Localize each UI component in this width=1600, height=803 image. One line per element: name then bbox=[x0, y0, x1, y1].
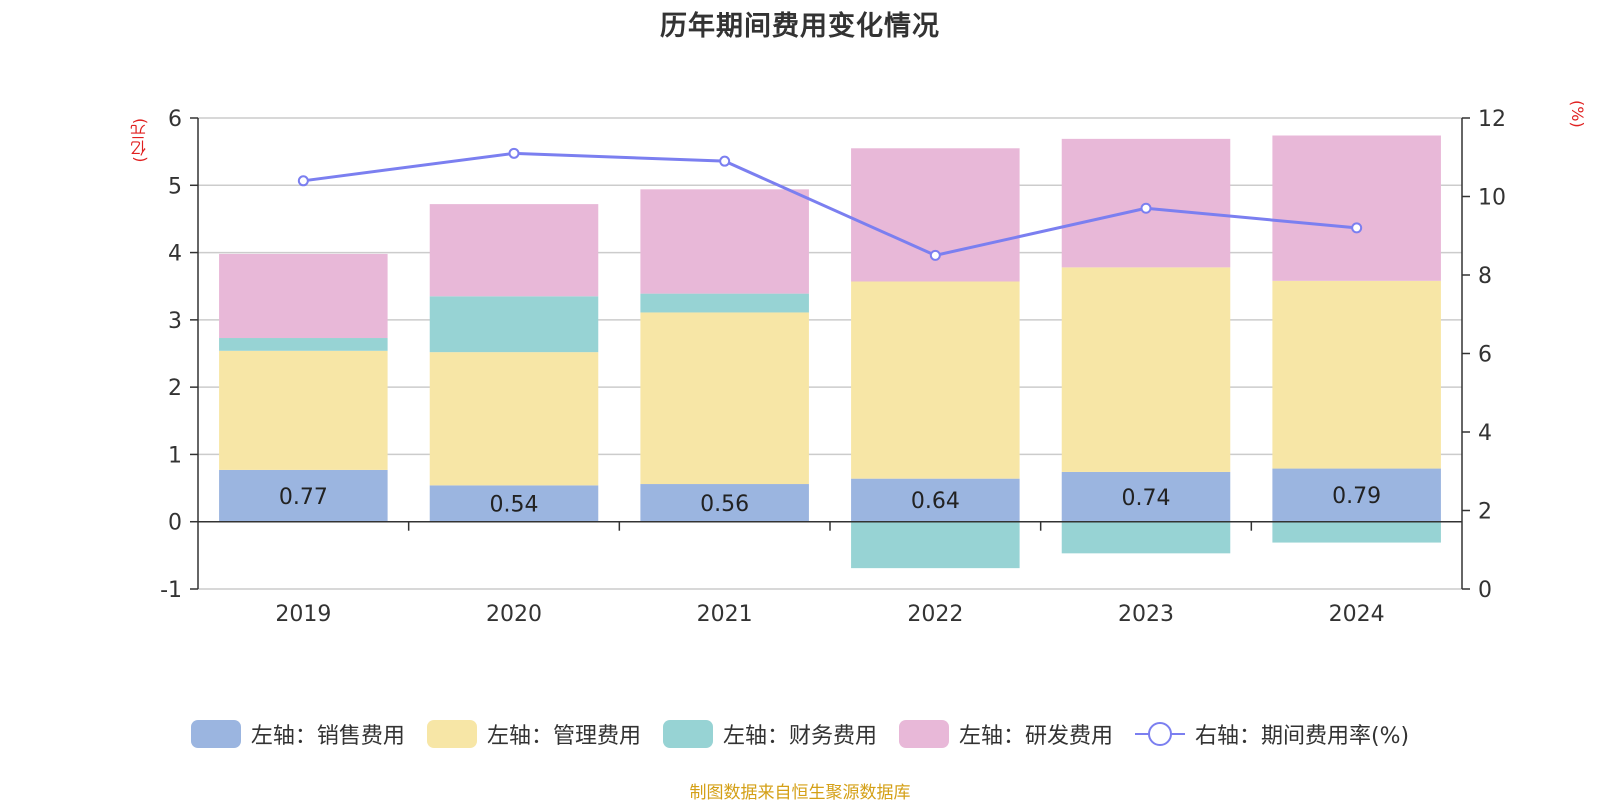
right-axis-tick-label: 4 bbox=[1478, 421, 1492, 446]
x-axis-tick-label: 2019 bbox=[275, 602, 331, 627]
right-axis-tick-label: 8 bbox=[1478, 264, 1492, 289]
left-axis-tick-label: 1 bbox=[168, 443, 182, 468]
admin-swatch-icon bbox=[426, 720, 477, 748]
bar-rd-2021 bbox=[640, 189, 809, 294]
bar-admin-2021 bbox=[640, 312, 809, 485]
rate-line bbox=[303, 151, 1357, 257]
legend-label-admin: 左轴：管理费用 bbox=[486, 724, 641, 749]
bar-sales-2024 bbox=[1272, 468, 1441, 522]
bar-label-sales-2020: 0.54 bbox=[490, 493, 539, 518]
bar-finance-2023 bbox=[1061, 521, 1231, 554]
left-axis-tick-label: 6 bbox=[168, 107, 182, 132]
bar-label-sales-2022: 0.64 bbox=[911, 489, 960, 514]
bar-admin-2020 bbox=[429, 352, 599, 486]
bar-label-sales-2024: 0.79 bbox=[1332, 484, 1381, 509]
bar-finance-2022 bbox=[851, 521, 1020, 569]
rate-point-2020 bbox=[508, 147, 520, 159]
rate-point-2019 bbox=[297, 175, 309, 187]
rate-point-2024 bbox=[1351, 222, 1363, 234]
sales-swatch-icon bbox=[190, 720, 241, 748]
bar-admin-2019 bbox=[219, 350, 388, 470]
bar-label-sales-2019: 0.77 bbox=[279, 485, 328, 510]
left-axis-tick-label: 4 bbox=[168, 242, 182, 267]
legend-item-rd[interactable]: 左轴：研发费用 bbox=[898, 718, 1113, 750]
chart-legend: 左轴：销售费用 左轴：管理费用 左轴：财务费用 左轴：研发费用 右轴：期间费用率… bbox=[0, 718, 1600, 750]
left-axis-tick-label: 0 bbox=[168, 511, 182, 536]
left-axis-tick-label: 5 bbox=[168, 174, 182, 199]
bar-admin-2024 bbox=[1272, 280, 1441, 469]
bar-rd-2019 bbox=[219, 253, 388, 339]
right-axis-tick-label: 12 bbox=[1478, 107, 1506, 132]
right-axis-tick-label: 6 bbox=[1478, 343, 1492, 368]
rd-swatch-icon bbox=[898, 720, 949, 748]
bar-admin-2022 bbox=[851, 281, 1020, 479]
right-axis-tick-label: 2 bbox=[1478, 500, 1492, 525]
finance-swatch-icon bbox=[662, 720, 713, 748]
bar-finance-2021 bbox=[640, 293, 809, 313]
rate-point-2022 bbox=[929, 249, 941, 261]
right-axis-unit: (%) bbox=[1568, 100, 1587, 128]
bar-finance-2024 bbox=[1272, 521, 1441, 543]
right-axis-tick-label: 10 bbox=[1478, 186, 1506, 211]
legend-item-admin[interactable]: 左轴：管理费用 bbox=[426, 718, 641, 750]
left-axis-tick-label: 3 bbox=[168, 309, 182, 334]
bar-label-sales-2023: 0.74 bbox=[1122, 486, 1171, 511]
legend-label-sales: 左轴：销售费用 bbox=[250, 724, 405, 749]
left-axis-tick-label: -1 bbox=[160, 578, 182, 603]
legend-item-rate[interactable]: 右轴：期间费用率(%) bbox=[1134, 718, 1410, 750]
x-axis-tick-label: 2024 bbox=[1329, 602, 1385, 627]
x-axis-tick-label: 2020 bbox=[486, 602, 542, 627]
bar-sales-2023 bbox=[1061, 471, 1231, 522]
chart-title: 历年期间费用变化情况 bbox=[660, 11, 940, 42]
right-axis-tick-label: 0 bbox=[1478, 578, 1492, 603]
bar-rd-2022 bbox=[851, 148, 1020, 282]
left-axis-tick-label: 2 bbox=[168, 376, 182, 401]
bar-finance-2020 bbox=[429, 296, 599, 353]
bar-sales-2021 bbox=[640, 484, 809, 522]
bar-label-sales-2021: 0.56 bbox=[700, 492, 749, 517]
bar-rd-2020 bbox=[429, 204, 599, 297]
bar-admin-2023 bbox=[1061, 267, 1231, 472]
data-source-note: 制图数据来自恒生聚源数据库 bbox=[689, 783, 911, 803]
chart-canvas: -101234560246810120.7720190.5420200.5620… bbox=[160, 107, 1506, 627]
legend-label-rd: 左轴：研发费用 bbox=[958, 724, 1113, 749]
legend-label-finance: 左轴：财务费用 bbox=[722, 724, 877, 749]
legend-label-rate: 右轴：期间费用率(%) bbox=[1194, 724, 1410, 749]
x-axis-tick-label: 2022 bbox=[907, 602, 963, 627]
bar-rd-2024 bbox=[1272, 135, 1441, 281]
bar-sales-2020 bbox=[429, 485, 599, 522]
rate-point-2021 bbox=[719, 155, 731, 167]
legend-item-sales[interactable]: 左轴：销售费用 bbox=[190, 718, 405, 750]
legend-item-finance[interactable]: 左轴：财务费用 bbox=[662, 718, 877, 750]
x-axis-tick-label: 2021 bbox=[697, 602, 753, 627]
bar-sales-2019 bbox=[219, 469, 388, 522]
rate-point-2023 bbox=[1140, 202, 1152, 214]
bar-sales-2022 bbox=[851, 478, 1020, 522]
x-axis-tick-label: 2023 bbox=[1118, 602, 1174, 627]
line-circle-marker-icon bbox=[1134, 720, 1185, 748]
bar-finance-2019 bbox=[219, 338, 388, 351]
